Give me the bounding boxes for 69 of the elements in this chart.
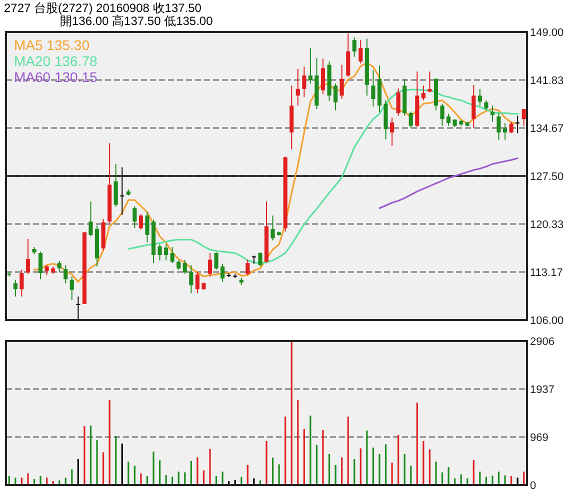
- text: MA20 136.78: [14, 53, 98, 69]
- candlestick: [258, 252, 262, 267]
- y-tick-label: 134.67: [530, 122, 564, 135]
- candlestick: [26, 238, 30, 274]
- candlestick: [44, 264, 49, 276]
- candlestick: [70, 276, 74, 300]
- chart-title: 2727 台股(2727) 20160908 收137.50: [4, 1, 202, 15]
- candlestick: [522, 108, 526, 126]
- candlestick: [484, 100, 488, 111]
- candlestick: [246, 259, 250, 276]
- candlestick: [164, 244, 168, 261]
- y-tick-label: 120.33: [530, 219, 564, 232]
- candlestick: [371, 70, 376, 107]
- text: MA5 135.30: [14, 37, 90, 53]
- candlestick: [358, 40, 363, 64]
- candlestick: [76, 296, 80, 320]
- candlestick: [478, 88, 482, 106]
- candlestick: [421, 85, 426, 101]
- candlestick: [490, 105, 495, 122]
- y-tick-label: 106.00: [530, 315, 564, 327]
- candlestick: [38, 251, 43, 280]
- candlestick: [132, 206, 137, 229]
- candlestick: [182, 259, 187, 274]
- candlestick: [57, 260, 62, 273]
- candlestick: [220, 263, 225, 282]
- candlestick: [352, 36, 356, 58]
- candlestick: [516, 115, 520, 134]
- candlestick: [390, 117, 394, 146]
- candlestick: [296, 68, 300, 106]
- y-tick-label: 2906: [530, 336, 554, 348]
- candlestick: [440, 103, 444, 126]
- candlestick: [446, 113, 451, 126]
- candlestick: [408, 111, 413, 128]
- candlestick: [195, 271, 200, 294]
- candlestick: [320, 58, 326, 95]
- candlestick: [302, 66, 306, 98]
- candlestick: [496, 112, 501, 140]
- candlestick: [334, 83, 338, 111]
- candlestick: [64, 264, 68, 284]
- candlestick: [270, 215, 275, 241]
- y-tick-label: 141.83: [530, 75, 564, 88]
- candlestick: [13, 279, 18, 298]
- y-tick-label: 0: [530, 480, 536, 492]
- line-series: [128, 88, 518, 264]
- candlestick: [308, 48, 312, 84]
- candlestick: [170, 246, 174, 264]
- y-tick-label: 149.00: [530, 27, 564, 39]
- candlestick: [88, 200, 93, 237]
- candlestick: [138, 214, 143, 230]
- candlestick: [189, 264, 194, 294]
- candlestick: [472, 84, 476, 128]
- candlestick: [214, 252, 218, 270]
- candlestick: [145, 212, 150, 243]
- line-series: [378, 157, 518, 209]
- candlestick: [20, 269, 24, 298]
- candlestick: [340, 64, 344, 100]
- y-tick-label: 113.17: [530, 266, 563, 279]
- candlestick: [428, 71, 432, 93]
- candlestick: [176, 260, 181, 270]
- candlestick: [158, 244, 162, 261]
- candlestick: [396, 88, 400, 116]
- candlestick: [509, 121, 514, 134]
- y-tick-label: 969: [530, 432, 548, 444]
- candlestick: [208, 252, 212, 277]
- candlestick: [502, 122, 508, 140]
- y-tick-label: 1937: [530, 384, 554, 396]
- chart-subtitle: 開136.00 高137.50 低135.00: [60, 14, 214, 28]
- candlestick: [114, 163, 118, 208]
- y-tick-label: 127.50: [530, 171, 564, 183]
